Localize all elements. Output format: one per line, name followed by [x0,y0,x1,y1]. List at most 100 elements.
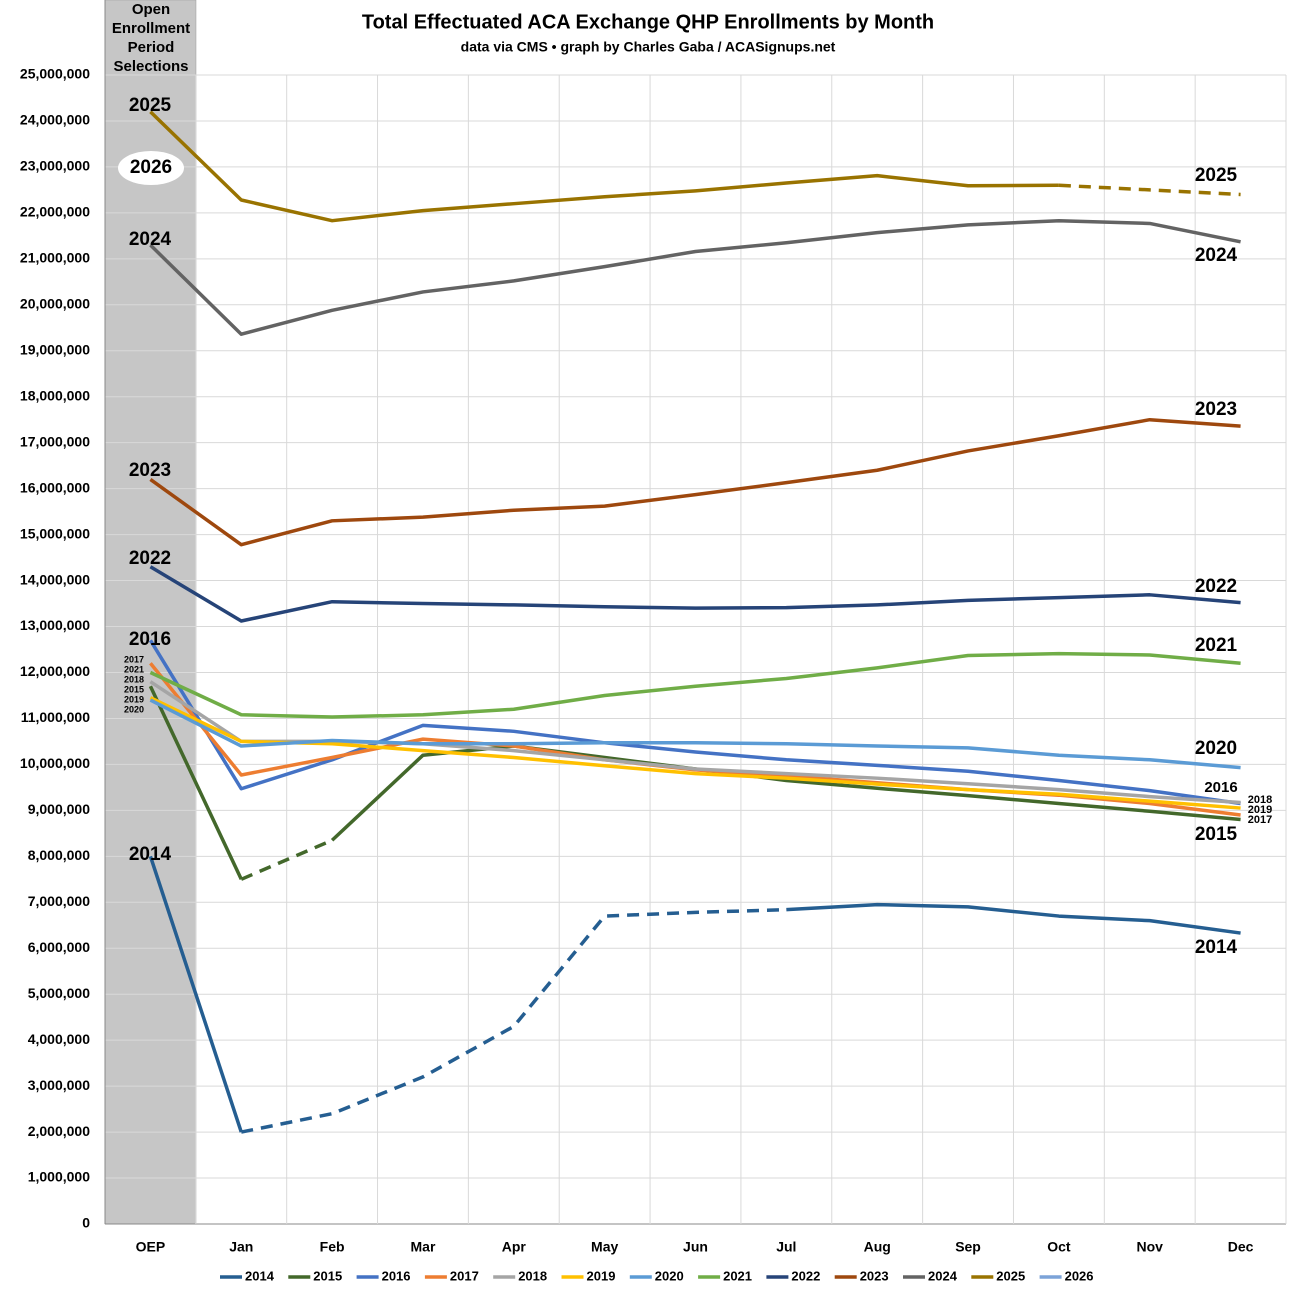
legend-label: 2019 [587,1268,616,1283]
y-tick-label: 17,000,000 [20,433,90,449]
legend-label: 2016 [382,1268,411,1283]
x-tick-label: Nov [1137,1239,1164,1255]
series-line [148,855,243,1133]
series-line [148,685,243,881]
y-tick-label: 15,000,000 [20,525,90,541]
y-tick-label: 11,000,000 [21,709,91,725]
series-label-left: 2024 [129,229,172,250]
legend-label: 2024 [928,1268,958,1283]
series-label-left: 2023 [129,460,171,481]
series-line [149,696,1241,810]
series-label-right: 2018 [1248,794,1272,806]
y-tick-label: 19,000,000 [20,341,90,357]
series-label-right: 2024 [1195,245,1238,266]
label-oval [118,151,184,185]
x-tick-label: Sep [955,1239,981,1255]
band-label: Open [132,1,170,18]
series-label-right: 2015 [1195,824,1238,845]
legend-label: 2023 [860,1268,889,1283]
band-label: Enrollment [112,20,190,37]
series-label-left: 2015 [124,684,144,694]
series-label-right: 2016 [1204,779,1237,796]
x-tick-label: Apr [502,1239,527,1255]
series-line [149,110,1059,223]
series-line [1058,183,1241,197]
series-label-right: 2014 [1195,937,1238,958]
x-tick-label: Oct [1047,1239,1071,1255]
x-tick-label: Feb [320,1239,345,1255]
series-label-left: 2025 [129,95,172,116]
y-tick-label: 6,000,000 [28,939,90,955]
series-label-left: 2026 [130,157,172,178]
legend-label: 2017 [450,1268,479,1283]
x-tick-label: Jan [229,1239,253,1255]
y-tick-label: 14,000,000 [20,571,90,587]
series-label-left: 2020 [124,704,144,714]
series-label-right: 2023 [1195,399,1237,420]
legend-label: 2025 [996,1268,1025,1283]
y-tick-label: 13,000,000 [20,617,90,633]
y-tick-label: 22,000,000 [20,204,90,220]
legend-label: 2021 [723,1268,752,1283]
y-tick-label: 4,000,000 [28,1031,90,1047]
series-label-left: 2014 [129,844,172,865]
series-line [149,651,1241,719]
series-line [786,902,1241,935]
y-tick-label: 0 [82,1215,90,1231]
legend-label: 2018 [518,1268,547,1283]
series-line [149,698,1241,770]
x-tick-label: Jul [776,1239,796,1255]
y-tick-label: 12,000,000 [20,663,90,679]
y-tick-label: 8,000,000 [28,847,90,863]
legend-label: 2026 [1065,1268,1094,1283]
series-label-right: 2022 [1195,576,1237,597]
series-label-left: 2019 [124,694,144,704]
x-tick-label: Dec [1228,1239,1254,1255]
band-label: Period [128,39,175,56]
y-tick-label: 21,000,000 [20,250,90,266]
band-label: Selections [113,58,188,75]
y-tick-label: 7,000,000 [28,893,90,909]
y-tick-label: 23,000,000 [20,158,90,174]
x-tick-label: Jun [683,1239,708,1255]
legend-label: 2020 [655,1268,684,1283]
series-line [148,639,1241,806]
series-line [149,417,1241,547]
y-tick-label: 5,000,000 [28,985,90,1001]
series-label-right: 2019 [1248,804,1272,816]
series-label-right: 2021 [1195,635,1238,656]
legend-label: 2015 [313,1268,342,1283]
x-tick-label: May [591,1239,618,1255]
series-line [240,838,333,881]
series-label-left: 2021 [124,664,144,674]
series-label-right: 2025 [1195,165,1238,186]
series-label-left: 2022 [129,548,171,569]
x-tick-label: Aug [864,1239,891,1255]
x-tick-label: OEP [136,1239,166,1255]
series-label-right: 2017 [1248,814,1272,826]
x-tick-label: Mar [411,1239,436,1255]
y-tick-label: 1,000,000 [28,1169,90,1185]
y-tick-label: 10,000,000 [20,755,90,771]
series-label-right: 2020 [1195,738,1237,759]
y-tick-label: 24,000,000 [20,112,90,128]
legend-label: 2014 [245,1268,275,1283]
series-line [149,218,1241,336]
series-line [149,565,1241,623]
legend-label: 2022 [791,1268,820,1283]
series-label-left: 2017 [124,654,144,664]
series-line [240,907,787,1134]
y-tick-label: 20,000,000 [20,296,90,312]
chart-subtitle: data via CMS • graph by Charles Gaba / A… [461,39,836,55]
y-tick-label: 2,000,000 [28,1123,90,1139]
y-tick-label: 18,000,000 [20,387,90,403]
series-label-left: 2016 [129,629,171,650]
series-label-left: 2018 [124,674,144,684]
y-tick-label: 3,000,000 [28,1077,90,1093]
oep-band [104,0,197,1225]
y-tick-label: 25,000,000 [20,66,90,82]
chart-title: Total Effectuated ACA Exchange QHP Enrol… [362,11,934,33]
y-tick-label: 16,000,000 [20,479,90,495]
